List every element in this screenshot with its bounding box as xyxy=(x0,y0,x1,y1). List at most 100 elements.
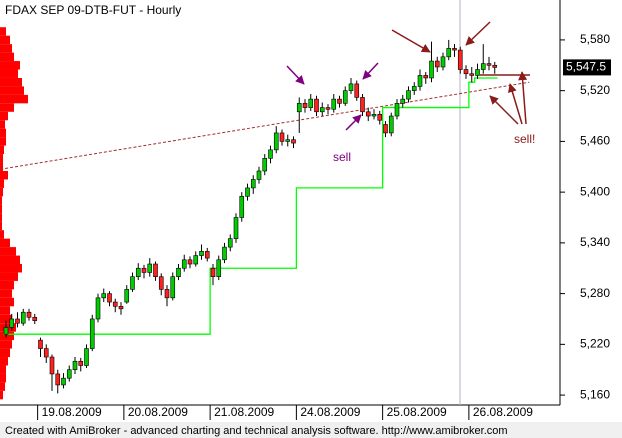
candle-body xyxy=(204,251,210,259)
candle-body xyxy=(210,267,216,277)
candle-body xyxy=(124,289,130,303)
candle-body xyxy=(262,158,268,172)
candle-body xyxy=(38,339,43,349)
profile-bar xyxy=(0,128,6,138)
candle-body xyxy=(446,48,452,58)
profile-bar xyxy=(0,27,6,36)
x-tick-label: 20.08.2009 xyxy=(128,405,188,419)
annotation-arrows xyxy=(286,21,530,131)
candle-body xyxy=(256,170,262,180)
profile-bar xyxy=(0,52,14,62)
profile-bar xyxy=(0,77,22,87)
candle-body xyxy=(354,83,360,98)
candle-body xyxy=(216,259,222,277)
profile-bar xyxy=(0,61,20,70)
candle-body xyxy=(394,103,400,117)
x-tick-label: 24.08.2009 xyxy=(300,405,360,419)
candle-body xyxy=(55,373,61,386)
candle-body xyxy=(331,98,337,110)
trendline xyxy=(0,81,530,170)
candle-body xyxy=(314,98,319,113)
profile-bar xyxy=(0,297,14,307)
candle-body xyxy=(452,48,457,51)
profile-bar xyxy=(0,314,12,324)
y-tick-label: 5,460 xyxy=(580,134,610,148)
profile-bar xyxy=(0,340,12,349)
profile-bar xyxy=(0,365,6,374)
profile-bar xyxy=(0,196,2,205)
candle-body xyxy=(170,276,176,299)
plot-area xyxy=(0,27,530,400)
candle-body xyxy=(112,301,118,307)
candle-body xyxy=(101,293,107,299)
candle-body xyxy=(199,251,204,256)
candle-body xyxy=(233,217,239,239)
candle-body xyxy=(342,90,348,104)
footer-bar xyxy=(0,422,622,438)
profile-bar xyxy=(0,145,4,155)
profile-bar xyxy=(0,204,2,214)
profile-bar xyxy=(0,289,12,298)
candle-body xyxy=(20,311,26,324)
profile-bar xyxy=(0,382,5,391)
candle-body xyxy=(15,318,20,324)
profile-bar xyxy=(0,120,5,129)
y-tick-label: 5,400 xyxy=(580,184,610,198)
candle-body xyxy=(61,377,66,386)
candle-body xyxy=(296,103,302,113)
candle-body xyxy=(406,90,411,100)
profile-bar xyxy=(0,137,6,146)
y-tick-label: 5,280 xyxy=(580,286,610,300)
candle-body xyxy=(187,259,193,265)
profile-bar xyxy=(0,103,14,112)
footer: Created with AmiBroker - advanced charti… xyxy=(5,425,508,437)
profile-bar xyxy=(0,238,10,248)
candle-body xyxy=(279,132,285,142)
candle-body xyxy=(480,63,486,70)
candle-body xyxy=(181,259,187,269)
candle-body xyxy=(147,263,153,273)
candle-body xyxy=(250,179,256,189)
arrow xyxy=(489,95,519,125)
x-tick-label: 21.08.2009 xyxy=(214,405,274,419)
last-price-box xyxy=(563,59,611,76)
profile-bar xyxy=(0,86,24,95)
candle-body xyxy=(3,327,9,335)
candle-body xyxy=(227,238,233,248)
candle-body xyxy=(302,103,308,108)
candle-body xyxy=(434,60,440,68)
candle-body xyxy=(469,73,475,76)
candle-body xyxy=(285,139,291,142)
candle-body xyxy=(429,60,434,79)
candle-body xyxy=(193,255,199,265)
profile-bar xyxy=(0,373,6,383)
profile-bar xyxy=(0,94,28,104)
profile-bar xyxy=(0,35,10,45)
candle-body xyxy=(43,348,49,358)
candle-body xyxy=(388,115,394,134)
candle-body xyxy=(475,69,480,76)
candle-body xyxy=(89,318,95,349)
y-tick-label: 5,160 xyxy=(580,387,610,401)
profile-bar xyxy=(0,306,10,315)
candle-body xyxy=(486,63,492,66)
y-tick-label: 5,220 xyxy=(580,337,610,351)
candle-body xyxy=(95,297,101,320)
profile-bar xyxy=(0,69,18,78)
candle-body xyxy=(325,107,331,110)
profile-bar xyxy=(0,390,3,400)
profile-bar xyxy=(0,331,14,341)
candle-body xyxy=(222,246,227,261)
candle-body xyxy=(118,305,124,310)
profile-bar xyxy=(0,111,8,121)
candle-body xyxy=(291,139,296,144)
profile-bar xyxy=(0,255,20,265)
arrow xyxy=(362,62,379,80)
candle-body xyxy=(348,83,354,91)
candle-body xyxy=(176,267,181,277)
candle-body xyxy=(440,56,446,68)
profile-bar xyxy=(0,221,2,231)
